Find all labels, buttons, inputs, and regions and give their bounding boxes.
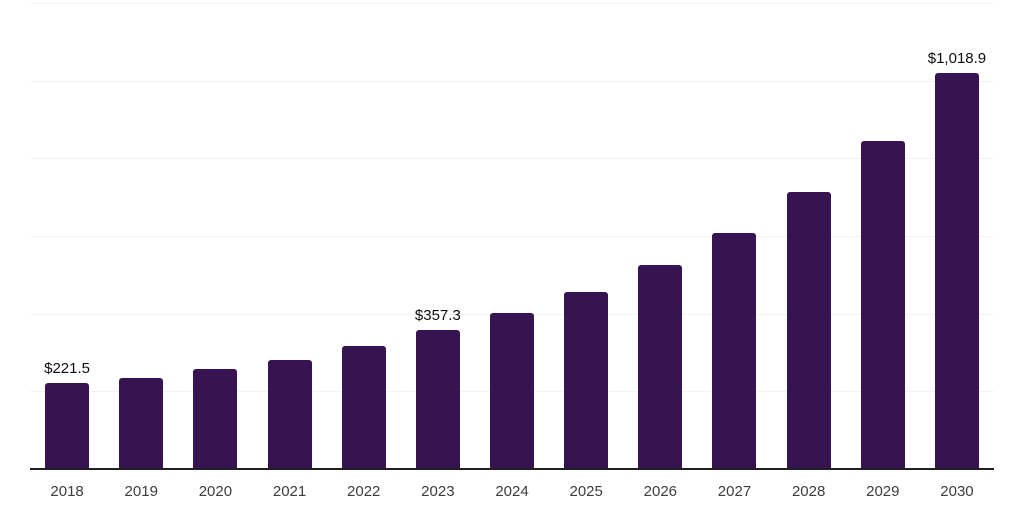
bar-2030[interactable] [934, 73, 979, 469]
x-axis-line [30, 468, 994, 470]
data-label-2018: $221.5 [44, 359, 91, 377]
bar-column-2021 [252, 3, 326, 469]
x-tick-2020: 2020 [198, 483, 233, 500]
bar-column-2029 [846, 3, 920, 469]
bar-2027[interactable] [712, 232, 757, 469]
x-tick-2029: 2029 [866, 483, 900, 500]
x-tick-2022: 2022 [347, 483, 381, 500]
bar-2021[interactable] [267, 359, 312, 469]
x-tick-2028: 2028 [791, 483, 826, 500]
x-tick-2023: 2023 [421, 483, 455, 500]
gridline-1000 [30, 80, 994, 82]
bar-2026[interactable] [638, 265, 683, 469]
bar-column-2026 [623, 3, 697, 469]
bar-column-2024 [475, 3, 549, 469]
bar-2029[interactable] [860, 140, 905, 469]
bar-column-2019 [104, 3, 178, 469]
bar-2023[interactable] [415, 330, 460, 469]
bar-column-2018: $221.5 [30, 3, 104, 469]
bar-2022[interactable] [341, 345, 386, 469]
bar-column-2027 [697, 3, 771, 469]
x-tick-2027: 2027 [717, 483, 752, 500]
bar-2019[interactable] [119, 377, 164, 469]
bar-column-2028 [772, 3, 846, 469]
x-tick-2030: 2030 [940, 483, 974, 500]
bar-column-2020 [178, 3, 252, 469]
x-axis-tick-labels: 2018 2019 2020 2021 2022 2023 2024 2025 2026 2027… [30, 483, 994, 501]
x-tick-2025: 2025 [569, 483, 603, 500]
x-tick-2024: 2024 [495, 483, 529, 500]
x-tick-2021: 2021 [272, 483, 307, 500]
bars-row: $221.5 $357.3 $1,018.9 [30, 3, 994, 469]
bar-column-2025 [549, 3, 623, 469]
bar-2028[interactable] [786, 191, 831, 469]
data-label-2023: $357.3 [414, 307, 461, 325]
gridline-600 [30, 236, 994, 237]
bar-2024[interactable] [490, 312, 535, 469]
gridline-800 [30, 158, 994, 160]
bar-2018[interactable] [45, 382, 90, 469]
x-tick-2026: 2026 [643, 483, 678, 500]
bar-column-2030: $1,018.9 [920, 3, 994, 469]
bar-column-2023: $357.3 [401, 3, 475, 469]
x-tick-2019: 2019 [124, 483, 158, 500]
plot-area: $221.5 $357.3 $1,018.9 [30, 3, 994, 469]
x-tick-2018: 2018 [50, 483, 84, 500]
bar-2020[interactable] [193, 369, 238, 469]
gridline-1200 [30, 3, 994, 4]
bar-column-2022 [327, 3, 401, 469]
data-label-2030: $1,018.9 [927, 50, 987, 68]
bar-2025[interactable] [564, 291, 609, 469]
